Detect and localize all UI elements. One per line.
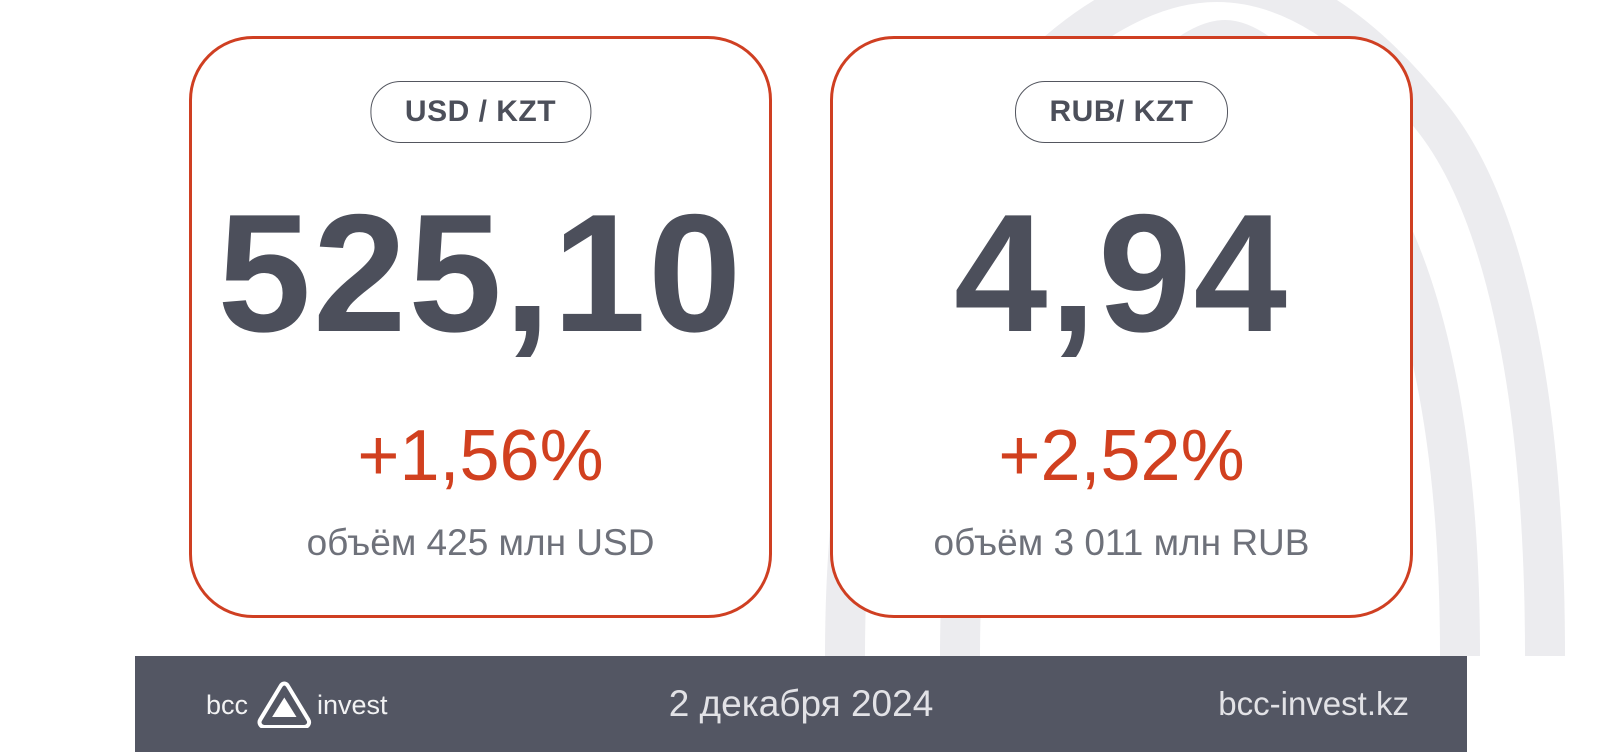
svg-text:bcc: bcc	[206, 690, 248, 720]
svg-text:invest: invest	[317, 690, 388, 720]
